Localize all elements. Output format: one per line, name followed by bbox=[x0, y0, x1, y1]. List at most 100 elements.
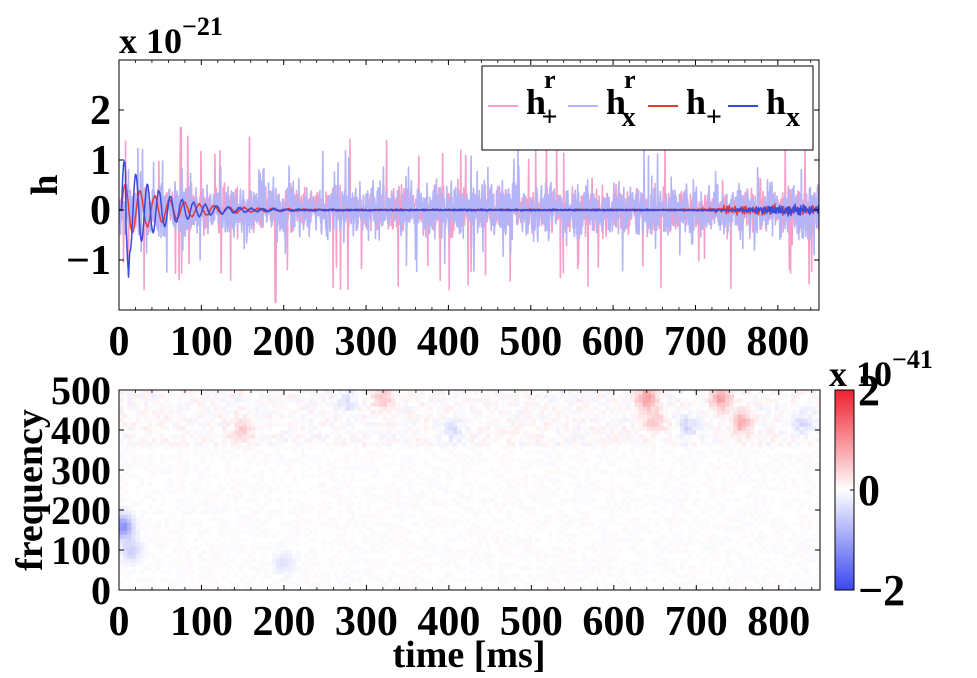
heatmap-cell bbox=[527, 510, 532, 515]
heatmap-cell bbox=[523, 586, 528, 590]
heatmap-cell bbox=[440, 438, 446, 443]
heatmap-cell bbox=[609, 542, 615, 547]
heatmap-cell bbox=[407, 502, 413, 507]
heatmap-cell bbox=[362, 422, 368, 427]
heatmap-cell bbox=[622, 498, 627, 503]
heatmap-cell bbox=[271, 566, 277, 571]
heatmap-cell bbox=[325, 522, 330, 527]
heatmap-cell bbox=[180, 394, 186, 399]
heatmap-cell bbox=[420, 434, 425, 439]
heatmap-cell bbox=[646, 462, 652, 467]
heatmap-cell bbox=[626, 394, 631, 399]
heatmap-cell bbox=[523, 410, 528, 415]
heatmap-cell bbox=[580, 454, 586, 459]
heatmap-cell bbox=[630, 562, 636, 567]
heatmap-cell bbox=[387, 578, 392, 583]
heatmap-cell bbox=[283, 542, 289, 547]
heatmap-cell bbox=[791, 462, 796, 467]
heatmap-cell bbox=[642, 586, 648, 590]
heatmap-cell bbox=[696, 426, 702, 431]
heatmap-cell bbox=[131, 430, 137, 435]
heatmap-cell bbox=[238, 426, 244, 431]
heatmap-cell bbox=[168, 566, 174, 571]
heatmap-cell bbox=[465, 414, 471, 419]
heatmap-cell bbox=[465, 482, 471, 487]
heatmap-cell bbox=[770, 446, 776, 451]
heatmap-cell bbox=[230, 494, 236, 499]
heatmap-cell bbox=[688, 510, 693, 515]
heatmap-cell bbox=[205, 490, 211, 495]
heatmap-cell bbox=[440, 390, 446, 395]
heatmap-cell bbox=[580, 586, 586, 590]
heatmap-cell bbox=[374, 510, 380, 515]
heatmap-cell bbox=[358, 574, 363, 579]
heatmap-cell bbox=[259, 554, 264, 559]
heatmap-cell bbox=[213, 566, 219, 571]
heatmap-cell bbox=[485, 390, 491, 395]
heatmap-cell bbox=[630, 538, 636, 543]
heatmap-cell bbox=[762, 438, 767, 443]
heatmap-cell bbox=[151, 490, 157, 495]
heatmap-cell bbox=[593, 558, 598, 563]
heatmap-cell bbox=[312, 414, 318, 419]
heatmap-cell bbox=[597, 426, 603, 431]
heatmap-cell bbox=[527, 442, 532, 447]
heatmap-cell bbox=[617, 434, 623, 439]
heatmap-cell bbox=[407, 418, 413, 423]
heatmap-cell bbox=[597, 414, 603, 419]
heatmap-cell bbox=[787, 578, 792, 583]
heatmap-cell bbox=[539, 494, 545, 499]
heatmap-cell bbox=[345, 430, 351, 435]
heatmap-cell bbox=[601, 526, 607, 531]
heatmap-cell bbox=[733, 510, 739, 515]
heatmap-cell bbox=[671, 438, 677, 443]
heatmap-cell bbox=[147, 434, 153, 439]
heatmap-cell bbox=[692, 390, 697, 395]
heatmap-cell bbox=[547, 586, 553, 590]
heatmap-cell bbox=[638, 478, 644, 483]
heatmap-cell bbox=[444, 410, 450, 415]
heatmap-cell bbox=[337, 498, 343, 503]
heatmap-cell bbox=[539, 406, 545, 411]
heatmap-cell bbox=[312, 454, 318, 459]
heatmap-cell bbox=[659, 514, 664, 519]
heatmap-cell bbox=[782, 502, 788, 507]
heatmap-cell bbox=[568, 518, 574, 523]
heatmap-cell bbox=[205, 410, 211, 415]
heatmap-cell bbox=[135, 418, 141, 423]
heatmap-cell bbox=[572, 506, 578, 511]
heatmap-cell bbox=[374, 402, 380, 407]
heatmap-cell bbox=[469, 406, 475, 411]
heatmap-cell bbox=[457, 462, 462, 467]
heatmap-cell bbox=[708, 482, 714, 487]
heatmap-cell bbox=[605, 558, 611, 563]
heatmap-cell bbox=[362, 522, 368, 527]
heatmap-cell bbox=[758, 510, 763, 515]
heatmap-cell bbox=[527, 418, 532, 423]
heatmap-cell bbox=[766, 430, 772, 435]
heatmap-cell bbox=[498, 574, 504, 579]
heatmap-cell bbox=[605, 534, 611, 539]
heatmap-cell bbox=[180, 462, 186, 467]
heatmap-cell bbox=[222, 398, 227, 403]
heatmap-cell bbox=[349, 578, 355, 583]
heatmap-cell bbox=[655, 414, 660, 419]
heatmap-cell bbox=[135, 522, 141, 527]
heatmap-cell bbox=[135, 466, 141, 471]
heatmap-cell bbox=[209, 414, 215, 419]
heatmap-cell bbox=[584, 510, 590, 515]
x-tick-label: 400 bbox=[417, 319, 480, 365]
heatmap-cell bbox=[704, 394, 710, 399]
heatmap-cell bbox=[362, 466, 368, 471]
heatmap-cell bbox=[300, 414, 306, 419]
heatmap-cell bbox=[667, 450, 673, 455]
heatmap-cell bbox=[411, 546, 417, 551]
heatmap-cell bbox=[754, 486, 759, 491]
heatmap-cell bbox=[354, 402, 359, 407]
heatmap-cell bbox=[749, 510, 755, 515]
heatmap-cell bbox=[580, 570, 586, 575]
heatmap-cell bbox=[490, 422, 495, 427]
heatmap-cell bbox=[659, 562, 664, 567]
heatmap-cell bbox=[420, 490, 425, 495]
heatmap-cell bbox=[160, 454, 165, 459]
